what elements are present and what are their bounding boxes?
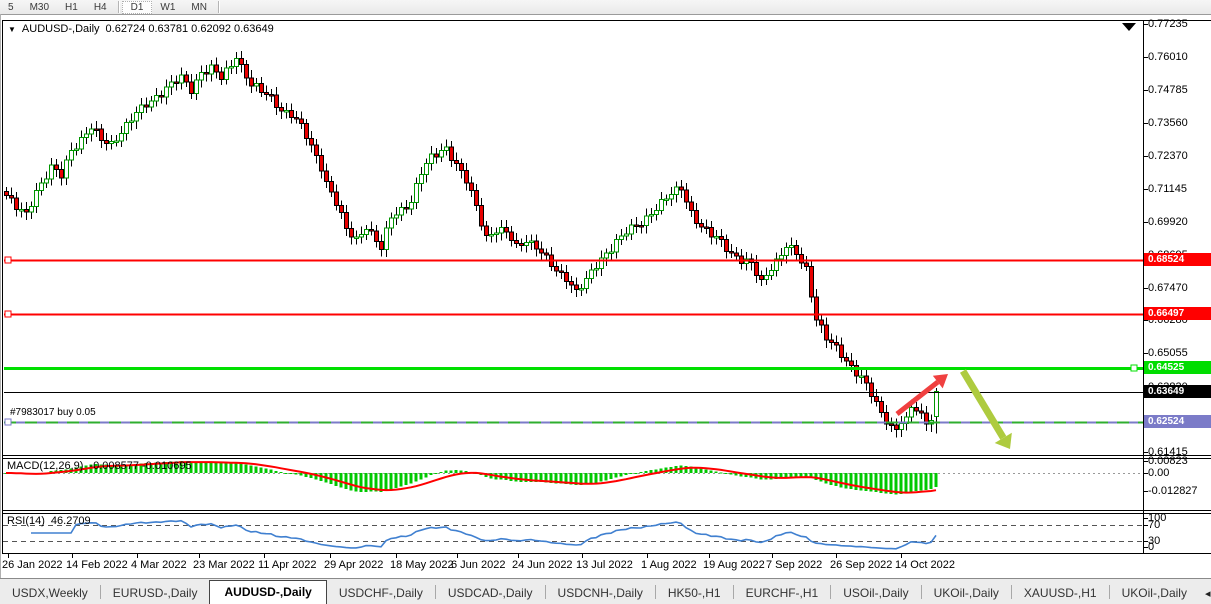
macd-tick-label: -0.012827 bbox=[1148, 485, 1198, 497]
date-tick-label: 6 Jun 2022 bbox=[451, 559, 505, 571]
tab-xauusd-h1[interactable]: XAUUSD-,H1 bbox=[1012, 582, 1109, 604]
tab-hk50-h1[interactable]: HK50-,H1 bbox=[656, 582, 733, 604]
date-tick-label: 19 Aug 2022 bbox=[703, 559, 765, 571]
price-tick-label: 0.77235 bbox=[1148, 18, 1188, 30]
price-label-066497: 0.66497 bbox=[1144, 307, 1211, 320]
macd-tick-label: 0.00823 bbox=[1148, 455, 1188, 467]
rsi-tick-label: 70 bbox=[1148, 519, 1160, 531]
date-tick-label: 14 Feb 2022 bbox=[66, 559, 128, 571]
date-tick-label: 26 Jan 2022 bbox=[2, 559, 63, 571]
date-tick-label: 4 Mar 2022 bbox=[131, 559, 187, 571]
rsi-value: 46.2709 bbox=[51, 515, 91, 527]
rsi-line bbox=[31, 521, 936, 549]
axis-ticks bbox=[9, 25, 1149, 559]
tab-usdchf-daily[interactable]: USDCHF-,Daily bbox=[327, 582, 435, 604]
price-tick-label: 0.76010 bbox=[1148, 51, 1188, 63]
rsi-level-lines bbox=[3, 526, 1143, 542]
chart-dropdown-icon[interactable]: ▼ bbox=[8, 25, 16, 34]
price-label-068524: 0.68524 bbox=[1144, 253, 1211, 266]
candlesticks bbox=[5, 51, 939, 438]
tab-usoil-daily[interactable]: USOil-,Daily bbox=[831, 582, 920, 604]
macd-tick-label: 0.00 bbox=[1148, 467, 1169, 479]
rsi-indicator-label: RSI(14) 46.2709 bbox=[7, 515, 91, 527]
macd-values: -0.008577 -0.010695 bbox=[89, 460, 191, 472]
price-label-063649: 0.63649 bbox=[1144, 385, 1211, 398]
date-tick-label: 29 Apr 2022 bbox=[324, 559, 383, 571]
price-tick-label: 0.74785 bbox=[1148, 84, 1188, 96]
macd-indicator-label: MACD(12,26,9) -0.008577 -0.010695 bbox=[7, 460, 192, 472]
date-tick-label: 14 Oct 2022 bbox=[895, 559, 955, 571]
price-tick-label: 0.73560 bbox=[1148, 117, 1188, 129]
date-tick-label: 18 May 2022 bbox=[390, 559, 454, 571]
tab-usdcad-daily[interactable]: USDCAD-,Daily bbox=[436, 582, 545, 604]
rsi-tick-label: 0 bbox=[1148, 541, 1154, 553]
price-tick-label: 0.72370 bbox=[1148, 150, 1188, 162]
price-tick-label: 0.71145 bbox=[1148, 183, 1187, 195]
tab-ukoil-daily-2[interactable]: UKOil-,Daily bbox=[1110, 582, 1199, 604]
position-line-label: #7983017 buy 0.05 bbox=[10, 407, 96, 418]
macd-name: MACD(12,26,9) bbox=[7, 460, 83, 472]
chart-shift-icon[interactable] bbox=[1122, 23, 1136, 31]
tabs-scroll-left-icon[interactable]: ◂ bbox=[1199, 583, 1211, 604]
price-label-062524: 0.62524 bbox=[1144, 415, 1211, 428]
date-tick-label: 13 Jul 2022 bbox=[576, 559, 633, 571]
date-tick-label: 23 Mar 2022 bbox=[193, 559, 255, 571]
tab-usdcnh-daily[interactable]: USDCNH-,Daily bbox=[546, 582, 655, 604]
date-tick-label: 24 Jun 2022 bbox=[512, 559, 573, 571]
tab-eurusd-daily[interactable]: EURUSD-,Daily bbox=[101, 582, 210, 604]
price-tick-label: 0.69920 bbox=[1148, 216, 1188, 228]
date-tick-label: 11 Apr 2022 bbox=[258, 559, 317, 571]
date-tick-label: 1 Aug 2022 bbox=[641, 559, 697, 571]
tab-ukoil-daily[interactable]: UKOil-,Daily bbox=[922, 582, 1011, 604]
price-tick-label: 0.65055 bbox=[1148, 347, 1188, 359]
date-tick-label: 26 Sep 2022 bbox=[830, 559, 892, 571]
tab-audusd-daily[interactable]: AUDUSD-,Daily bbox=[209, 580, 326, 604]
date-tick-label: 7 Sep 2022 bbox=[766, 559, 822, 571]
chart-ohlc-values: 0.62724 0.63781 0.62092 0.63649 bbox=[106, 23, 274, 35]
tab-eurchf-h1[interactable]: EURCHF-,H1 bbox=[734, 582, 831, 604]
price-label-064525: 0.64525 bbox=[1144, 361, 1211, 374]
tab-usdx-weekly[interactable]: USDX,Weekly bbox=[0, 582, 100, 604]
chart-title-bar: ▼ AUDUSD-,Daily 0.62724 0.63781 0.62092 … bbox=[8, 23, 274, 35]
chart-symbol-title: AUDUSD-,Daily bbox=[22, 23, 100, 35]
rsi-name: RSI(14) bbox=[7, 515, 45, 527]
price-tick-label: 0.67470 bbox=[1148, 282, 1188, 294]
panel-borders bbox=[1, 14, 1211, 578]
